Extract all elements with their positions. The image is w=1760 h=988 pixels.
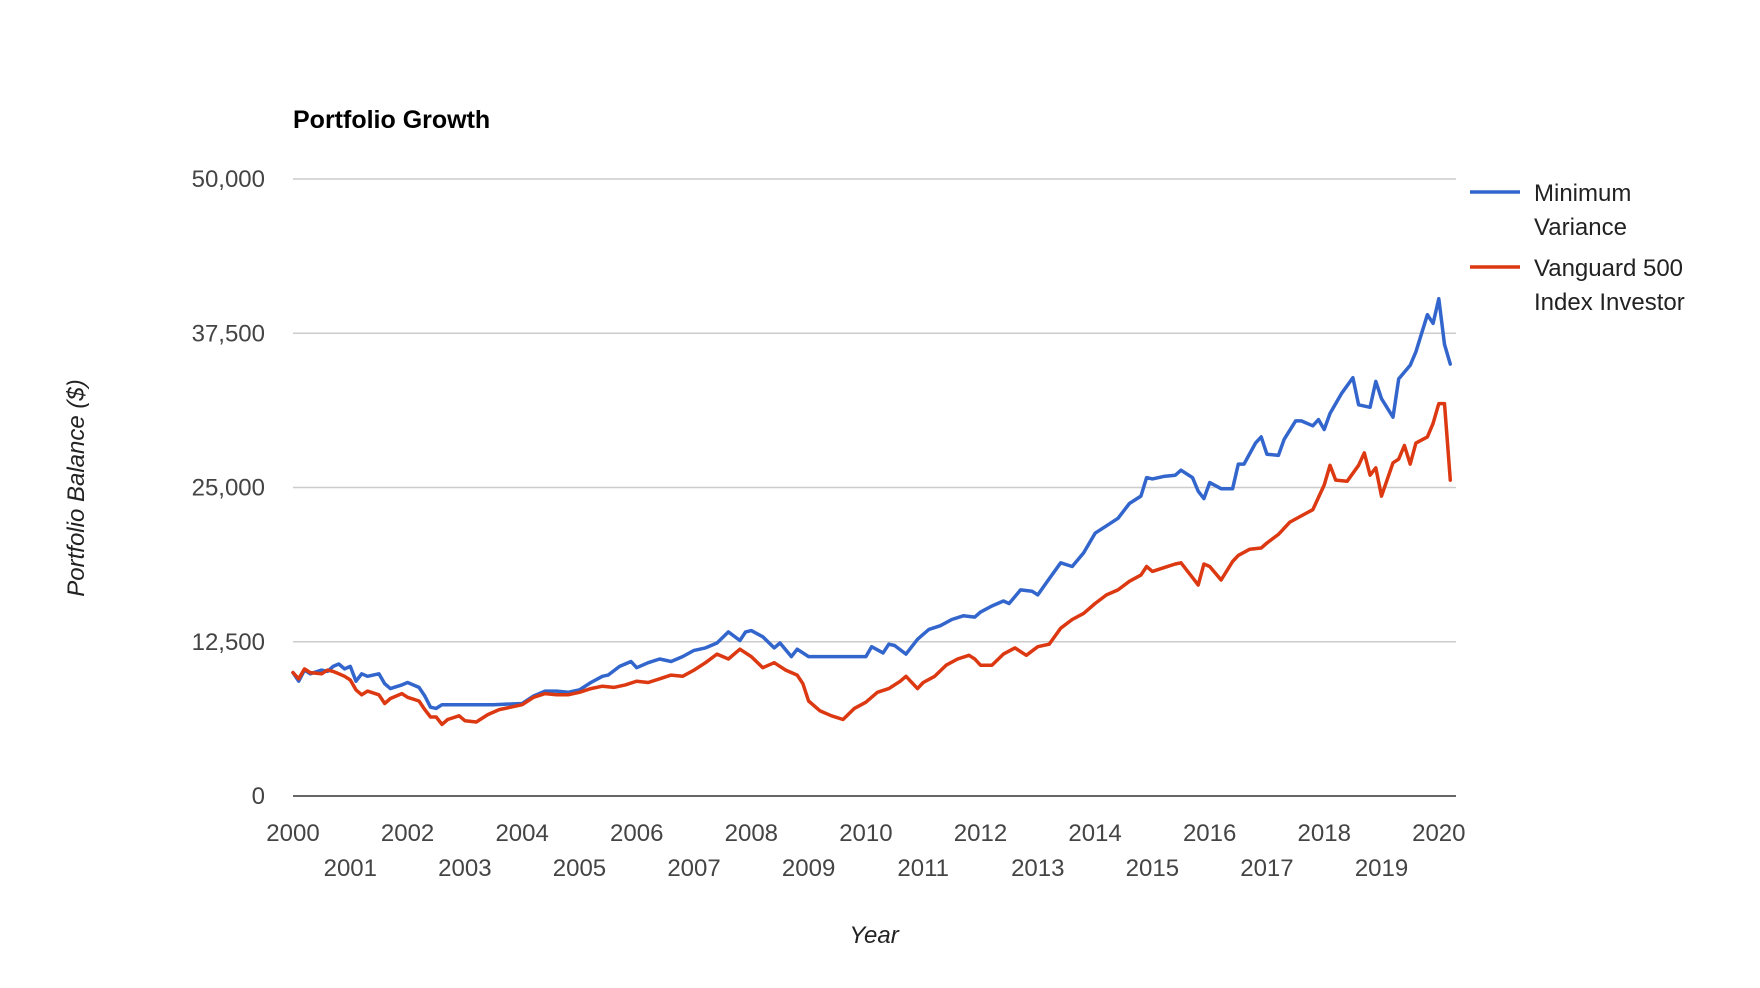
y-tick-label: 0 xyxy=(252,783,265,810)
x-tick-label: 2002 xyxy=(381,820,434,847)
x-tick-label: 2008 xyxy=(725,820,778,847)
series-lines xyxy=(291,296,1453,727)
x-tick-label: 2015 xyxy=(1126,855,1179,882)
y-axis-title: Portfolio Balance ($) xyxy=(63,379,90,596)
gridlines xyxy=(293,178,1456,643)
x-tick-label: 2017 xyxy=(1240,855,1293,882)
x-tick-label: 2005 xyxy=(553,855,606,882)
x-tick-label: 2000 xyxy=(266,820,319,847)
series-line-vanguard-500 xyxy=(291,401,1453,727)
series-line-minimum-variance xyxy=(291,296,1453,711)
x-tick-label: 2020 xyxy=(1412,820,1465,847)
legend-label: Vanguard 500 Index Investor xyxy=(1534,255,1685,316)
x-tick-label: 2018 xyxy=(1298,820,1351,847)
x-tick-label: 2012 xyxy=(954,820,1007,847)
x-tick-label: 2013 xyxy=(1011,855,1064,882)
legend-label: Minimum Variance xyxy=(1534,180,1631,241)
y-tick-label: 25,000 xyxy=(192,475,265,502)
x-axis-title: Year xyxy=(849,922,899,949)
x-tick-label: 2003 xyxy=(438,855,491,882)
x-axis-ticks: 2000 2002 2004 2006 2008 2010 2012 2014 2016 2018… xyxy=(266,820,1465,882)
y-tick-label: 12,500 xyxy=(192,629,265,656)
chart-title: Portfolio Growth xyxy=(293,106,490,134)
y-tick-label: 50,000 xyxy=(192,166,265,193)
x-tick-label: 2007 xyxy=(667,855,720,882)
x-tick-label: 2011 xyxy=(897,855,949,882)
y-axis-ticks: 0 12,500 25,000 37,500 50,000 xyxy=(192,166,265,810)
x-tick-label: 2016 xyxy=(1183,820,1236,847)
y-tick-label: 37,500 xyxy=(192,320,265,347)
x-tick-label: 2006 xyxy=(610,820,663,847)
x-tick-label: 2014 xyxy=(1068,820,1121,847)
x-tick-label: 2010 xyxy=(839,820,892,847)
x-tick-label: 2004 xyxy=(495,820,548,847)
x-tick-label: 2001 xyxy=(324,855,377,882)
x-tick-label: 2019 xyxy=(1355,855,1408,882)
legend: Minimum Variance Vanguard 500 Index Investo… xyxy=(1470,180,1685,316)
x-tick-label: 2009 xyxy=(782,855,835,882)
